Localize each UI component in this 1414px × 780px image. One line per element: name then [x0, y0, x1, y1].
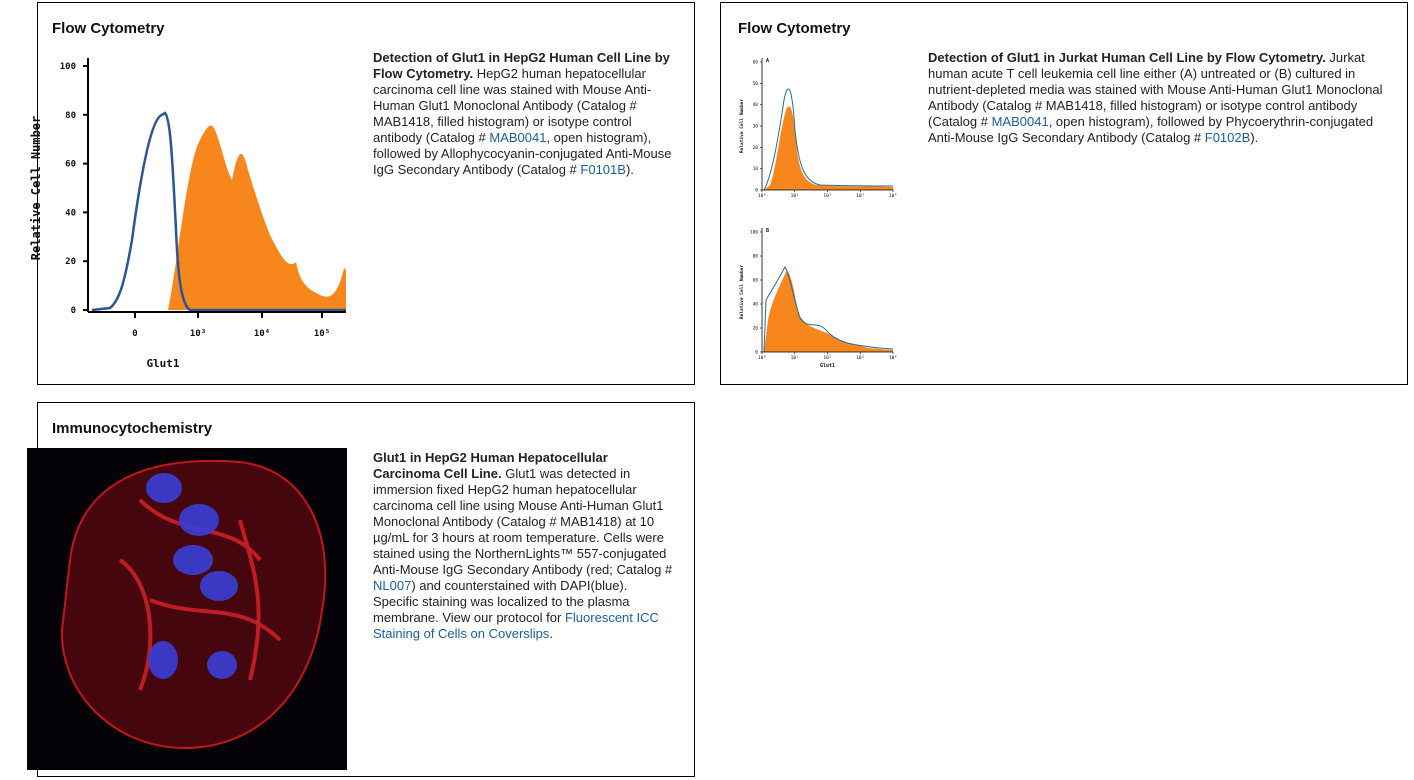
x-tick-label: 0 — [132, 329, 137, 339]
catalog-link[interactable]: F0101B — [580, 162, 626, 177]
y-tick-label: 20 — [753, 326, 759, 332]
x-tick-label: 10² — [823, 193, 831, 199]
y-tick-label: 0 — [755, 188, 758, 194]
y-tick-label: 60 — [753, 60, 759, 66]
histogram-fill — [764, 106, 893, 190]
caption: Glut1 in HepG2 Human Hepatocellular Carc… — [373, 450, 673, 642]
y-tick-label: 40 — [753, 102, 759, 108]
x-tick-label: 10³ — [856, 193, 864, 199]
x-tick-label: 10² — [823, 355, 831, 361]
y-tick-label: 0 — [755, 350, 758, 356]
x-tick-label: 10⁰ — [758, 355, 766, 361]
x-tick-label: 10³ — [190, 329, 206, 339]
x-tick-label: 10³ — [856, 355, 864, 361]
plot-label: B — [766, 228, 769, 234]
x-tick-label: 10¹ — [791, 355, 799, 361]
y-tick-label: 30 — [753, 124, 759, 130]
panel-heading: Immunocytochemistry — [52, 420, 212, 437]
y-tick-label: 80 — [65, 111, 76, 121]
panel-heading: Flow Cytometry — [738, 20, 851, 37]
panel-heading: Flow Cytometry — [52, 20, 165, 37]
catalog-link[interactable]: MAB0041 — [992, 114, 1049, 129]
caption-text: ). — [626, 162, 634, 177]
caption: Detection of Glut1 in HepG2 Human Cell L… — [373, 50, 678, 178]
catalog-link[interactable]: F0102B — [1205, 130, 1251, 145]
caption-lead: Detection of Glut1 in Jurkat Human Cell … — [928, 50, 1326, 65]
histogram-fill — [168, 126, 346, 310]
x-axis-label: Glut1 — [146, 357, 179, 370]
x-tick-label: 10⁵ — [314, 329, 330, 339]
y-tick-label: 80 — [753, 254, 759, 260]
caption: Detection of Glut1 in Jurkat Human Cell … — [928, 50, 1393, 146]
y-tick-label: 40 — [65, 208, 76, 218]
y-tick-label: 20 — [65, 257, 76, 267]
y-axis-label: Relative Cell Number — [29, 116, 43, 261]
y-tick-label: 20 — [753, 145, 759, 151]
histogram-fill — [764, 272, 893, 352]
page: 020406080100010³10⁴10⁵Relative Cell Numb… — [0, 0, 1414, 780]
y-tick-label: 60 — [753, 278, 759, 284]
y-tick-label: 0 — [71, 306, 76, 316]
y-tick-label: 10 — [753, 166, 759, 172]
x-tick-label: 10¹ — [791, 193, 799, 199]
y-tick-label: 100 — [60, 62, 76, 72]
y-axis-label: Relative Cell Number — [739, 99, 745, 153]
y-tick-label: 50 — [753, 81, 759, 87]
y-tick-label: 60 — [65, 160, 76, 170]
plot-label: A — [766, 58, 769, 64]
y-tick-label: 40 — [753, 302, 759, 308]
x-tick-label: 10⁴ — [889, 193, 897, 199]
x-tick-label: 10⁴ — [889, 355, 897, 361]
catalog-link[interactable]: MAB0041 — [489, 130, 546, 145]
x-tick-label: 10⁰ — [758, 193, 766, 199]
y-axis-label: Relative Cell Number — [739, 265, 745, 319]
caption-text: Glut1 was detected in immersion fixed He… — [373, 466, 672, 577]
caption-text: . — [549, 626, 553, 641]
y-tick-label: 100 — [750, 230, 758, 236]
x-axis-label: Glut1 — [820, 363, 835, 369]
caption-text: ). — [1250, 130, 1258, 145]
x-tick-label: 10⁴ — [254, 329, 270, 339]
catalog-link[interactable]: NL007 — [373, 578, 411, 593]
